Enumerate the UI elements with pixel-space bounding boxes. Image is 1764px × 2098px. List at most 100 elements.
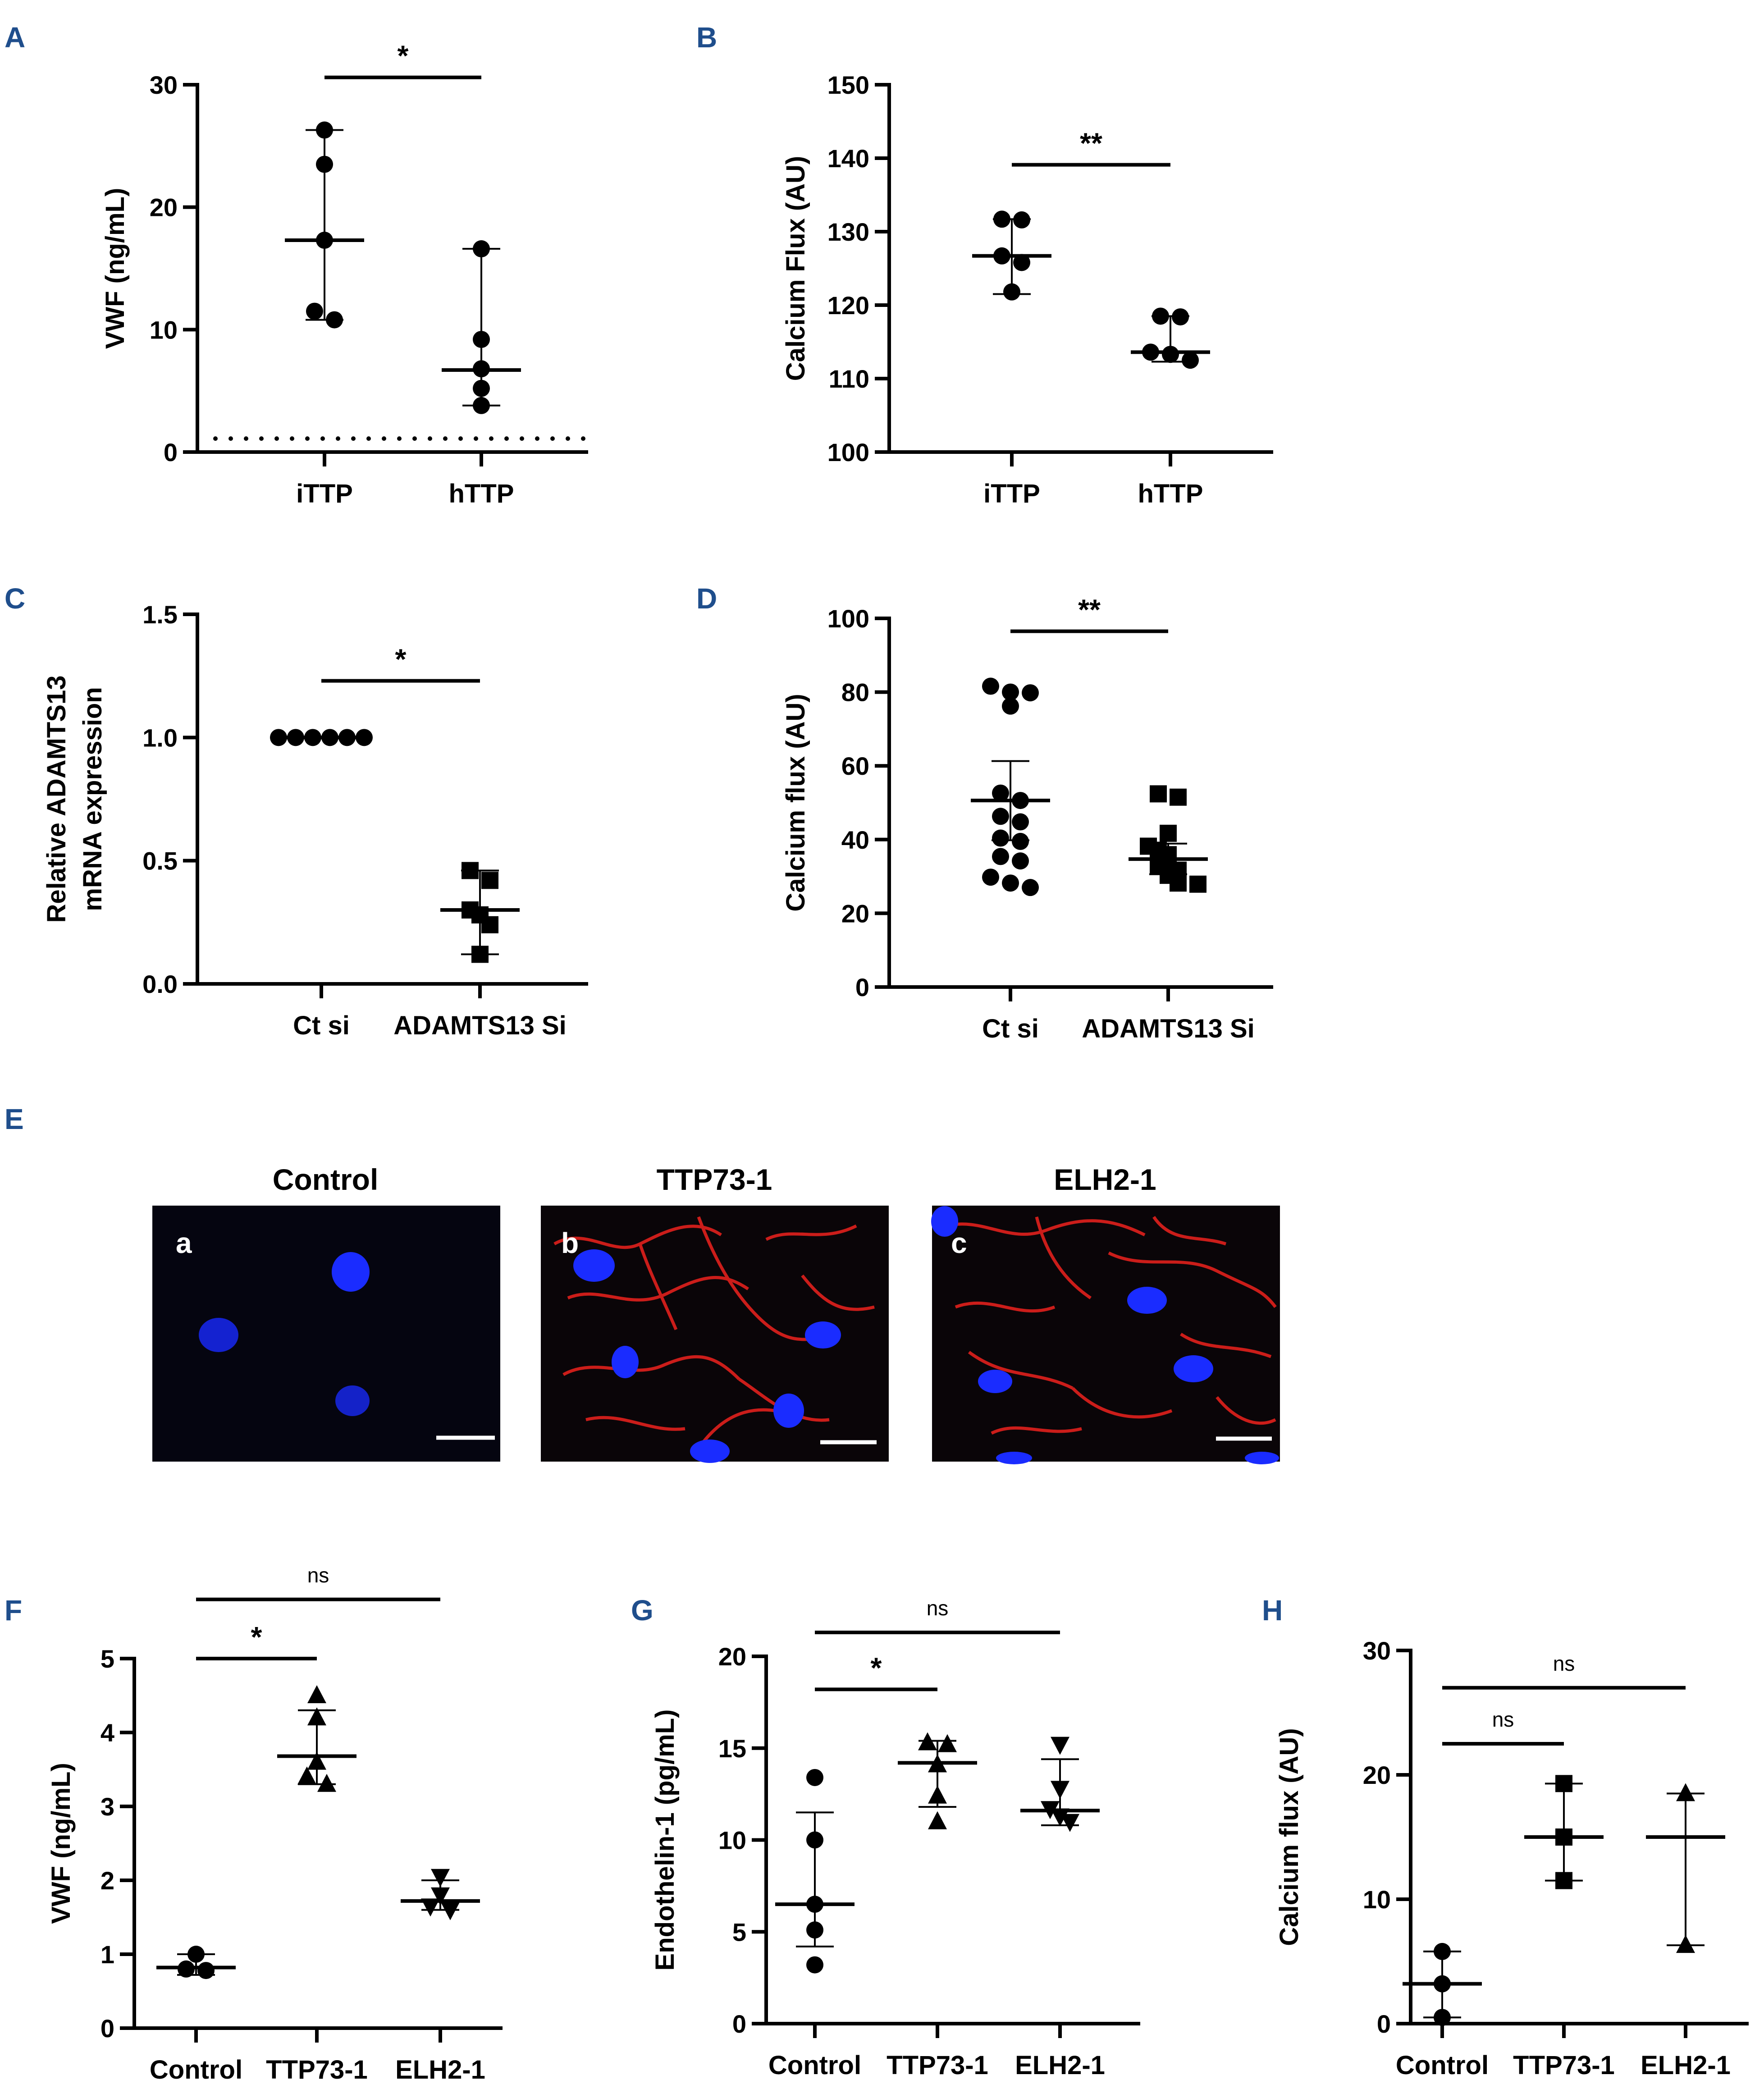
data-point — [270, 729, 287, 746]
data-point — [1142, 343, 1159, 361]
micrograph-title-control: Control — [273, 1163, 379, 1196]
data-point — [1182, 352, 1199, 369]
y-tick-label: 4 — [101, 1719, 114, 1747]
y-tick-label: 100 — [827, 604, 869, 633]
group-ct-si — [971, 677, 1050, 896]
y-axis-label: VWF (ng/mL) — [46, 1763, 76, 1924]
micrograph-letter-c: c — [951, 1227, 967, 1259]
x-tick-label: Ct si — [982, 1014, 1039, 1043]
data-point — [473, 240, 490, 258]
data-point — [1160, 824, 1177, 842]
nucleus — [332, 1252, 370, 1292]
nucleus — [996, 1452, 1032, 1464]
y-tick-label: 20 — [1363, 1761, 1391, 1789]
nucleus — [1245, 1452, 1279, 1464]
data-point — [806, 1769, 823, 1786]
data-point — [441, 1902, 460, 1920]
y-tick-label: 20 — [718, 1642, 746, 1671]
nucleus — [199, 1318, 238, 1352]
x-tick-label: ELH2-1 — [1015, 2051, 1105, 2080]
nucleus — [573, 1249, 615, 1282]
nucleus — [1127, 1287, 1167, 1314]
y-tick-label: 0 — [101, 2014, 114, 2043]
data-point — [806, 1921, 823, 1939]
data-point — [1060, 1814, 1079, 1832]
data-point — [481, 916, 498, 933]
nucleus — [612, 1346, 639, 1378]
data-point — [307, 1707, 326, 1726]
data-point — [1555, 1775, 1572, 1792]
data-point — [1012, 813, 1029, 831]
data-point — [1013, 254, 1030, 271]
x-tick-label: Control — [1396, 2051, 1489, 2080]
y-tick-label: 2 — [101, 1866, 114, 1895]
panel-label-c: C — [5, 582, 25, 615]
data-point — [304, 729, 321, 746]
data-point — [421, 1898, 440, 1917]
data-point — [326, 311, 343, 329]
data-point — [306, 302, 323, 320]
group-control — [1403, 1943, 1482, 2026]
y-tick-label: 15 — [718, 1734, 746, 1763]
group-control — [156, 1946, 236, 1979]
data-point — [1434, 2009, 1451, 2026]
chart-g: 0 5 10 15 20 Endothelin-1 (pg/mL) Control TTP73… — [650, 1596, 1140, 2080]
data-point — [918, 1732, 937, 1751]
group-elh2-1 — [1646, 1783, 1725, 1953]
chart-h: 0 10 20 30 Calcium flux (AU) Control TTP73-1 EL… — [1275, 1636, 1749, 2080]
x-tick-label: ADAMTS13 Si — [393, 1011, 567, 1040]
y-tick-label: 3 — [101, 1792, 114, 1821]
data-point — [338, 729, 356, 746]
data-point — [1555, 1828, 1572, 1846]
data-point — [1012, 852, 1029, 870]
y-axis-label: VWF (ng/mL) — [101, 188, 130, 349]
vwf-strings — [946, 1216, 1277, 1435]
data-point — [316, 232, 333, 249]
data-point — [431, 1869, 450, 1887]
y-axis-label: Relative ADAMTS13 — [42, 675, 71, 923]
x-tick-label: TTP73-1 — [266, 2055, 368, 2084]
chart-c: 0.0 0.5 1.0 1.5 Relative ADAMTS13 mRNA expres… — [42, 600, 588, 1040]
group-ttp73-1 — [898, 1732, 977, 1829]
data-point — [992, 784, 1009, 802]
panel-label-b: B — [696, 21, 717, 54]
chart-d: 0 20 40 60 80 100 Calcium flux (AU) Ct si ADAMTS… — [781, 594, 1273, 1043]
nucleus — [1174, 1355, 1213, 1382]
y-tick-label: 110 — [829, 365, 869, 393]
panel-label-d: D — [696, 582, 717, 615]
chart-f: 0 1 2 3 4 5 VWF (ng/mL) Control TTP73-1 ELH2-1 * ns — [46, 1563, 503, 2084]
data-point — [321, 729, 338, 746]
significance-label: ** — [1080, 127, 1102, 160]
data-point — [1012, 792, 1029, 809]
data-point — [471, 946, 489, 963]
data-point — [431, 1887, 450, 1906]
data-point — [1051, 1808, 1069, 1827]
y-tick-label: 10 — [1363, 1885, 1391, 1914]
data-point — [1170, 788, 1187, 806]
y-tick-label: 80 — [841, 678, 869, 707]
data-point — [187, 1946, 205, 1963]
data-point — [1013, 211, 1030, 229]
data-point — [1189, 875, 1206, 893]
group-ct-si — [270, 729, 373, 746]
significance-label: * — [251, 1621, 262, 1653]
panel-label-e: E — [5, 1103, 24, 1135]
group-ttp73-1 — [277, 1685, 356, 1792]
data-point — [1002, 697, 1019, 715]
vwf-strings — [553, 1216, 875, 1444]
y-axis-label: mRNA expression — [78, 687, 107, 911]
data-point — [1022, 879, 1039, 896]
group-control — [775, 1769, 855, 1974]
nucleus — [690, 1440, 730, 1463]
data-point — [307, 1751, 326, 1770]
data-point — [473, 331, 490, 348]
data-point — [1152, 307, 1169, 325]
data-point — [1555, 1872, 1572, 1889]
group-adamts13-si — [1129, 785, 1208, 893]
data-point — [473, 397, 490, 414]
x-tick-label: ELH2-1 — [395, 2055, 485, 2084]
x-tick-label: iTTP — [296, 479, 353, 508]
data-point — [1170, 874, 1187, 892]
data-point — [1041, 1801, 1060, 1819]
